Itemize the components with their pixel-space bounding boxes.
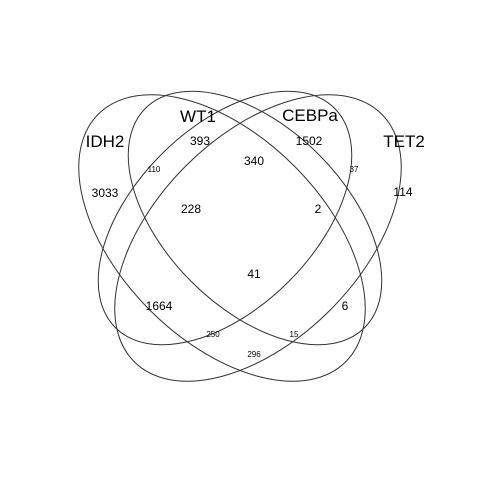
set-label-idh2: IDH2	[86, 132, 125, 151]
set-label-tet2: TET2	[383, 132, 425, 151]
ellipse-wt1	[127, 90, 383, 346]
ellipse-tet2	[114, 94, 402, 382]
count-cebpa-tet2: 37	[350, 165, 359, 174]
set-label-wt1: WT1	[180, 107, 216, 126]
count-wt1-cebpa: 340	[244, 154, 264, 168]
ellipse-cebpa	[97, 90, 353, 346]
count-wt1-tet2: 6	[342, 299, 349, 313]
count-idh2-cebpa: 1664	[146, 299, 173, 313]
count-wt1-only: 393	[190, 134, 210, 148]
count-idh2-only: 3033	[92, 186, 119, 200]
count-idh2-tet2: 296	[247, 350, 261, 359]
count-idh2-wt1: 110	[148, 165, 161, 174]
count-idh2-wt1-cebpa: 228	[181, 202, 201, 216]
count-all-four: 41	[247, 267, 261, 281]
count-idh2-cebpa-tet2: 250	[206, 330, 220, 339]
count-cebpa-only: 1502	[296, 134, 323, 148]
ellipse-idh2	[78, 94, 366, 382]
count-idh2-wt1-tet2: 15	[290, 330, 299, 339]
count-wt1-cebpa-tet2: 2	[315, 202, 322, 216]
set-label-cebpa: CEBPa	[282, 106, 338, 125]
count-tet2-only: 114	[393, 185, 412, 199]
